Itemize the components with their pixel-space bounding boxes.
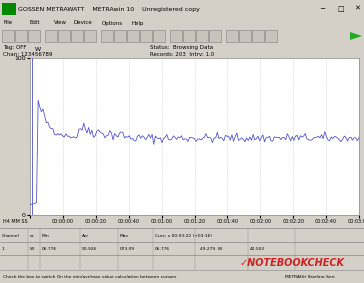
Text: View: View xyxy=(54,20,67,25)
Bar xyxy=(2,30,14,42)
Text: Tag: OFF: Tag: OFF xyxy=(3,45,27,50)
Text: H4 MM SS: H4 MM SS xyxy=(3,219,28,224)
Bar xyxy=(196,30,208,42)
Bar xyxy=(15,30,27,42)
Polygon shape xyxy=(350,32,362,40)
Text: Chan: 123456789: Chan: 123456789 xyxy=(3,52,52,57)
Text: 49.279  W: 49.279 W xyxy=(200,247,222,251)
Text: ─: ─ xyxy=(320,6,324,12)
Bar xyxy=(45,30,57,42)
Bar xyxy=(71,30,83,42)
Text: ✕: ✕ xyxy=(354,6,360,12)
Text: ✓NOTEBOOKCHECK: ✓NOTEBOOKCHECK xyxy=(240,258,345,268)
Bar xyxy=(252,30,264,42)
Text: w: w xyxy=(30,234,33,238)
Text: W: W xyxy=(30,247,34,251)
Text: 06.776: 06.776 xyxy=(155,247,170,251)
Bar xyxy=(153,30,165,42)
Bar xyxy=(58,30,70,42)
Text: Check the box to switch On the min/avr/max value calculation between cursors: Check the box to switch On the min/avr/m… xyxy=(3,275,177,279)
Text: GOSSEN METRAWATT    METRAwin 10    Unregistered copy: GOSSEN METRAWATT METRAwin 10 Unregistere… xyxy=(18,7,200,12)
Text: 06.776: 06.776 xyxy=(42,247,57,251)
Text: 50.926: 50.926 xyxy=(82,247,97,251)
Text: Status:  Browsing Data: Status: Browsing Data xyxy=(150,45,213,50)
Bar xyxy=(265,30,277,42)
Bar xyxy=(226,30,238,42)
Bar xyxy=(170,30,182,42)
Bar xyxy=(114,30,126,42)
Text: Max: Max xyxy=(120,234,129,238)
Text: Options: Options xyxy=(102,20,123,25)
Bar xyxy=(183,30,195,42)
Text: Records: 203  Intrv: 1.0: Records: 203 Intrv: 1.0 xyxy=(150,52,214,57)
Bar xyxy=(140,30,152,42)
Bar xyxy=(101,30,113,42)
Text: Channel: Channel xyxy=(2,234,20,238)
Text: 42.502: 42.502 xyxy=(250,247,265,251)
Text: Avr: Avr xyxy=(82,234,89,238)
Text: Min: Min xyxy=(42,234,50,238)
Text: METRAHit Starline-Seri: METRAHit Starline-Seri xyxy=(285,275,335,279)
Text: File: File xyxy=(4,20,13,25)
Bar xyxy=(2,3,16,15)
Bar xyxy=(239,30,251,42)
Bar xyxy=(209,30,221,42)
Text: Device: Device xyxy=(74,20,93,25)
Text: 073.09: 073.09 xyxy=(120,247,135,251)
Text: Curs: x 00:03:22 (+03:16): Curs: x 00:03:22 (+03:16) xyxy=(155,234,212,238)
Text: Edit: Edit xyxy=(30,20,40,25)
Bar xyxy=(28,30,40,42)
Text: W: W xyxy=(35,47,41,52)
Bar xyxy=(84,30,96,42)
Bar xyxy=(127,30,139,42)
Text: Help: Help xyxy=(132,20,145,25)
Text: □: □ xyxy=(337,6,344,12)
Text: 1: 1 xyxy=(2,247,5,251)
